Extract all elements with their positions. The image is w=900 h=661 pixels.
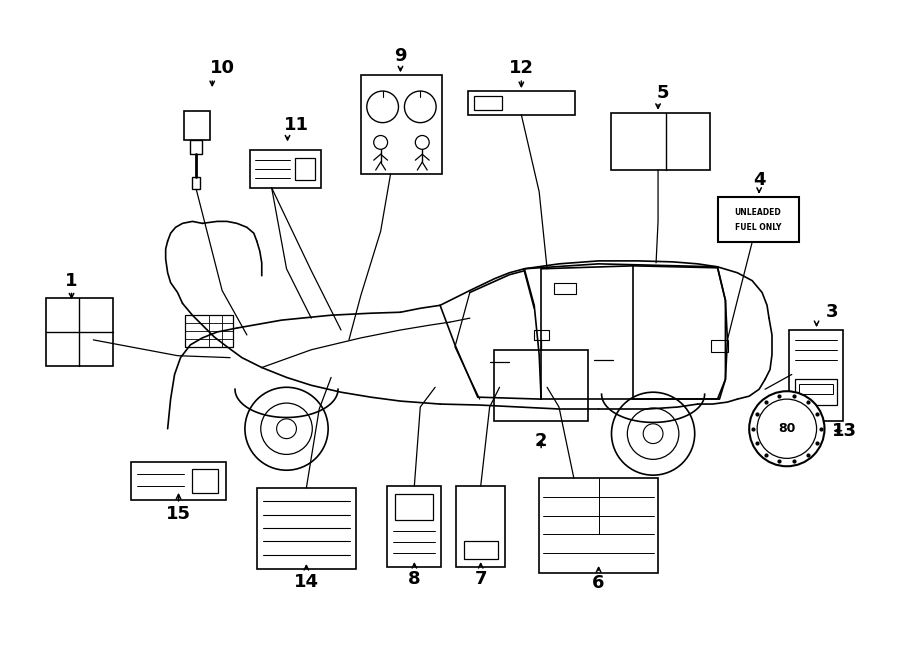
Text: 6: 6 — [592, 574, 605, 592]
Bar — [468, 91, 575, 115]
Text: 3: 3 — [826, 303, 839, 321]
Bar — [717, 197, 798, 242]
Circle shape — [374, 136, 388, 149]
Circle shape — [644, 424, 663, 444]
Bar — [795, 379, 837, 405]
Text: 80: 80 — [778, 422, 796, 435]
Text: 7: 7 — [474, 570, 487, 588]
Bar — [394, 494, 433, 520]
Text: 13: 13 — [832, 422, 857, 440]
Text: FUEL ONLY: FUEL ONLY — [735, 223, 781, 232]
Bar — [456, 486, 506, 567]
Bar — [46, 298, 113, 366]
Text: 4: 4 — [753, 171, 765, 189]
Bar — [473, 96, 501, 110]
Circle shape — [627, 408, 679, 459]
Bar — [256, 488, 356, 569]
Bar — [295, 158, 315, 180]
Text: 2: 2 — [535, 432, 547, 449]
Bar — [554, 283, 576, 294]
Text: 10: 10 — [210, 59, 235, 77]
Bar — [250, 150, 321, 188]
Bar — [184, 111, 211, 140]
Text: 9: 9 — [394, 46, 407, 65]
Circle shape — [404, 91, 436, 123]
Text: 5: 5 — [657, 84, 670, 102]
Bar — [185, 315, 233, 347]
Circle shape — [611, 392, 695, 475]
Text: 12: 12 — [508, 59, 534, 77]
Bar — [191, 140, 202, 154]
Circle shape — [276, 419, 296, 439]
Circle shape — [749, 391, 824, 466]
Text: 1: 1 — [66, 272, 77, 290]
Bar — [387, 486, 441, 567]
Circle shape — [415, 136, 429, 149]
Bar — [361, 75, 442, 174]
Bar — [610, 113, 709, 170]
Bar — [535, 330, 549, 340]
Bar — [193, 177, 201, 189]
Text: 15: 15 — [166, 504, 191, 523]
Text: 14: 14 — [293, 573, 319, 591]
Circle shape — [261, 403, 312, 454]
Text: 11: 11 — [284, 116, 309, 134]
Bar — [193, 469, 218, 493]
Text: UNLEADED: UNLEADED — [734, 208, 781, 217]
Bar — [798, 384, 833, 394]
Bar — [788, 330, 843, 421]
Circle shape — [245, 387, 328, 470]
Circle shape — [757, 399, 816, 458]
Bar — [493, 350, 588, 421]
Bar — [131, 462, 226, 500]
Bar — [539, 478, 658, 573]
Bar — [464, 541, 498, 559]
Circle shape — [367, 91, 399, 123]
Bar — [711, 340, 728, 352]
Text: 8: 8 — [408, 570, 420, 588]
